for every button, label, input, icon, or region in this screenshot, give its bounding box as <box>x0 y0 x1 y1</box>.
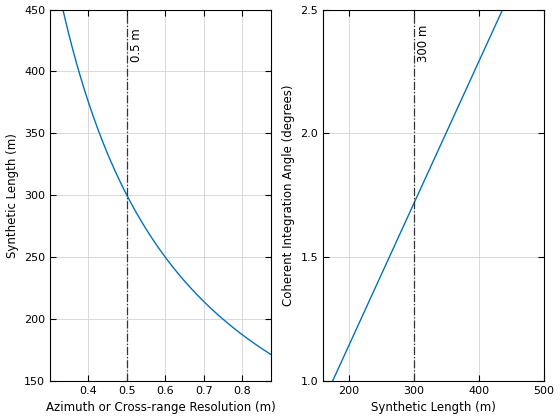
X-axis label: Synthetic Length (m): Synthetic Length (m) <box>371 402 496 415</box>
X-axis label: Azimuth or Cross-range Resolution (m): Azimuth or Cross-range Resolution (m) <box>45 402 276 415</box>
Text: 300 m: 300 m <box>417 24 430 62</box>
Text: 0.5 m: 0.5 m <box>130 28 143 62</box>
Y-axis label: Coherent Integration Angle (degrees): Coherent Integration Angle (degrees) <box>282 84 295 306</box>
Y-axis label: Synthetic Length (m): Synthetic Length (m) <box>6 133 18 258</box>
